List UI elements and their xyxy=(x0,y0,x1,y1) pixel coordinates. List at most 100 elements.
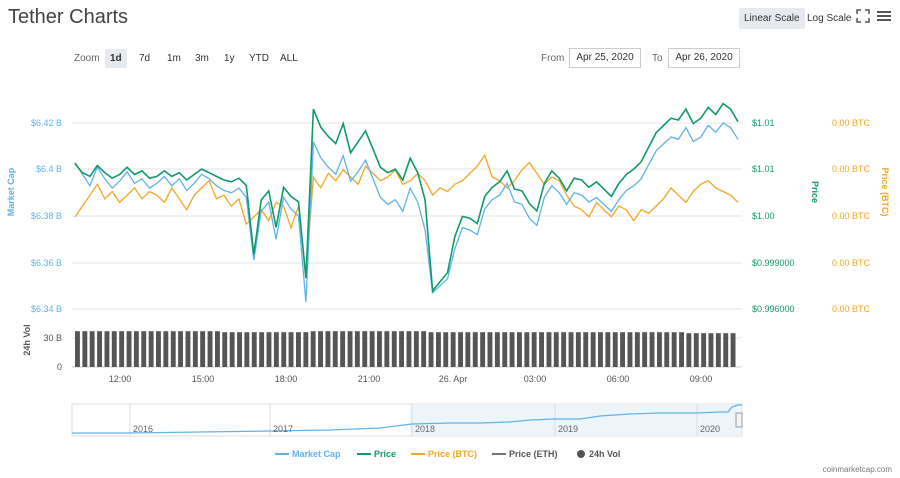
volume-bar xyxy=(605,332,611,367)
volume-bar xyxy=(487,332,493,367)
volume-bar xyxy=(281,332,287,367)
legend-item-price-eth[interactable]: Price (ETH) xyxy=(492,449,558,459)
volume-bar xyxy=(693,333,699,367)
volume-bar xyxy=(649,332,655,367)
volume-bar xyxy=(443,332,449,367)
volume-bar xyxy=(377,331,382,367)
x-tick-label: 06:00 xyxy=(607,374,630,384)
volume-bar xyxy=(229,332,235,367)
volume-bar xyxy=(428,332,434,367)
legend-item-price-btc[interactable]: Price (BTC) xyxy=(411,449,477,459)
btc-tick-label: 0.00 BTC xyxy=(832,164,871,174)
navigator-handle[interactable] xyxy=(735,412,743,428)
x-tick-label: 09:00 xyxy=(690,374,713,384)
volume-bar xyxy=(509,332,515,367)
volume-bar xyxy=(502,332,508,367)
navigator-tick-label: 2019 xyxy=(558,424,578,434)
left-tick-label: $6.4 B xyxy=(36,164,62,174)
volume-bar xyxy=(627,332,633,367)
legend-item-24h-vol[interactable]: 24h Vol xyxy=(577,449,620,459)
volume-axis-title: 24h Vol xyxy=(22,324,32,355)
volume-bar xyxy=(406,331,412,367)
volume-bars xyxy=(75,331,736,367)
x-tick-label: 21:00 xyxy=(358,374,381,384)
zoom-1m-button[interactable]: 1m xyxy=(167,53,181,64)
price-tick-label: $1.01 xyxy=(752,164,775,174)
volume-bar xyxy=(75,331,80,367)
volume-bar xyxy=(620,332,625,367)
volume-bar xyxy=(89,331,95,367)
from-label: From xyxy=(541,53,565,64)
volume-bar xyxy=(546,332,552,367)
volume-bar xyxy=(539,332,544,367)
navigator-selection[interactable] xyxy=(410,404,742,436)
volume-bar xyxy=(354,331,360,367)
volume-bar xyxy=(612,332,618,367)
hamburger-menu-icon[interactable] xyxy=(877,9,891,26)
navigator-tick-label: 2016 xyxy=(133,424,153,434)
legend-label: Price xyxy=(374,449,396,459)
volume-bar xyxy=(273,332,279,367)
credit-text: coinmarketcap.com xyxy=(822,465,892,474)
zoom-all-button[interactable]: ALL xyxy=(280,53,298,64)
btc-axis-title: Price (BTC) xyxy=(880,167,890,216)
price-tick-label: $1.00 xyxy=(752,211,775,221)
volume-bar xyxy=(200,331,206,367)
volume-bar xyxy=(119,331,125,367)
expand-icon[interactable] xyxy=(856,9,870,26)
volume-bar xyxy=(288,332,294,367)
volume-bar xyxy=(126,331,132,367)
to-date-input[interactable]: Apr 26, 2020 xyxy=(668,48,740,68)
legend-item-price[interactable]: Price xyxy=(357,449,396,459)
linear-scale-button[interactable]: Linear Scale xyxy=(739,8,805,29)
volume-bar xyxy=(97,331,102,367)
legend-item-market-cap[interactable]: Market Cap xyxy=(275,449,341,459)
page-title: Tether Charts xyxy=(8,6,129,28)
volume-bar xyxy=(82,331,88,367)
legend-label: Price (ETH) xyxy=(509,449,558,459)
volume-bar xyxy=(148,331,154,367)
volume-bar xyxy=(303,332,309,367)
volume-bar xyxy=(237,332,242,367)
volume-bar xyxy=(715,333,721,367)
zoom-1d-button[interactable]: 1d xyxy=(105,49,127,68)
volume-bar xyxy=(185,331,191,367)
price-tick-label: $0.999000 xyxy=(752,258,795,268)
zoom-1y-button[interactable]: 1y xyxy=(224,53,235,64)
legend-swatch xyxy=(577,450,585,458)
volume-bar xyxy=(598,332,603,367)
from-date-input[interactable]: Apr 25, 2020 xyxy=(569,48,641,68)
volume-bar xyxy=(259,332,265,367)
volume-bar xyxy=(104,331,110,367)
price-btc-series-line xyxy=(74,153,739,276)
volume-bar xyxy=(458,332,463,367)
volume-bar xyxy=(266,332,272,367)
volume-bar xyxy=(664,332,670,367)
volume-bar xyxy=(156,331,161,367)
to-label: To xyxy=(652,53,663,64)
volume-bar xyxy=(524,332,530,367)
volume-bar xyxy=(251,332,257,367)
volume-bar xyxy=(472,332,478,367)
volume-bar xyxy=(671,332,677,367)
volume-bar xyxy=(369,331,375,367)
volume-bar xyxy=(413,331,419,367)
zoom-7d-button[interactable]: 7d xyxy=(139,53,151,64)
x-tick-label: 15:00 xyxy=(192,374,215,384)
volume-bar xyxy=(642,332,648,367)
volume-bar xyxy=(163,331,169,367)
x-tick-label: 03:00 xyxy=(524,374,547,384)
btc-tick-label: 0.00 BTC xyxy=(832,211,871,221)
left-tick-label: $6.38 B xyxy=(31,211,62,221)
volume-bar xyxy=(730,333,736,367)
log-scale-button[interactable]: Log Scale xyxy=(807,13,852,24)
volume-bar xyxy=(296,332,301,367)
zoom-3m-button[interactable]: 3m xyxy=(195,53,209,64)
volume-bar xyxy=(517,332,522,367)
zoom-ytd-button[interactable]: YTD xyxy=(249,53,269,64)
volume-bar xyxy=(561,332,567,367)
volume-bar xyxy=(553,332,559,367)
left-tick-label: $6.36 B xyxy=(31,258,62,268)
volume-bar xyxy=(531,332,537,367)
